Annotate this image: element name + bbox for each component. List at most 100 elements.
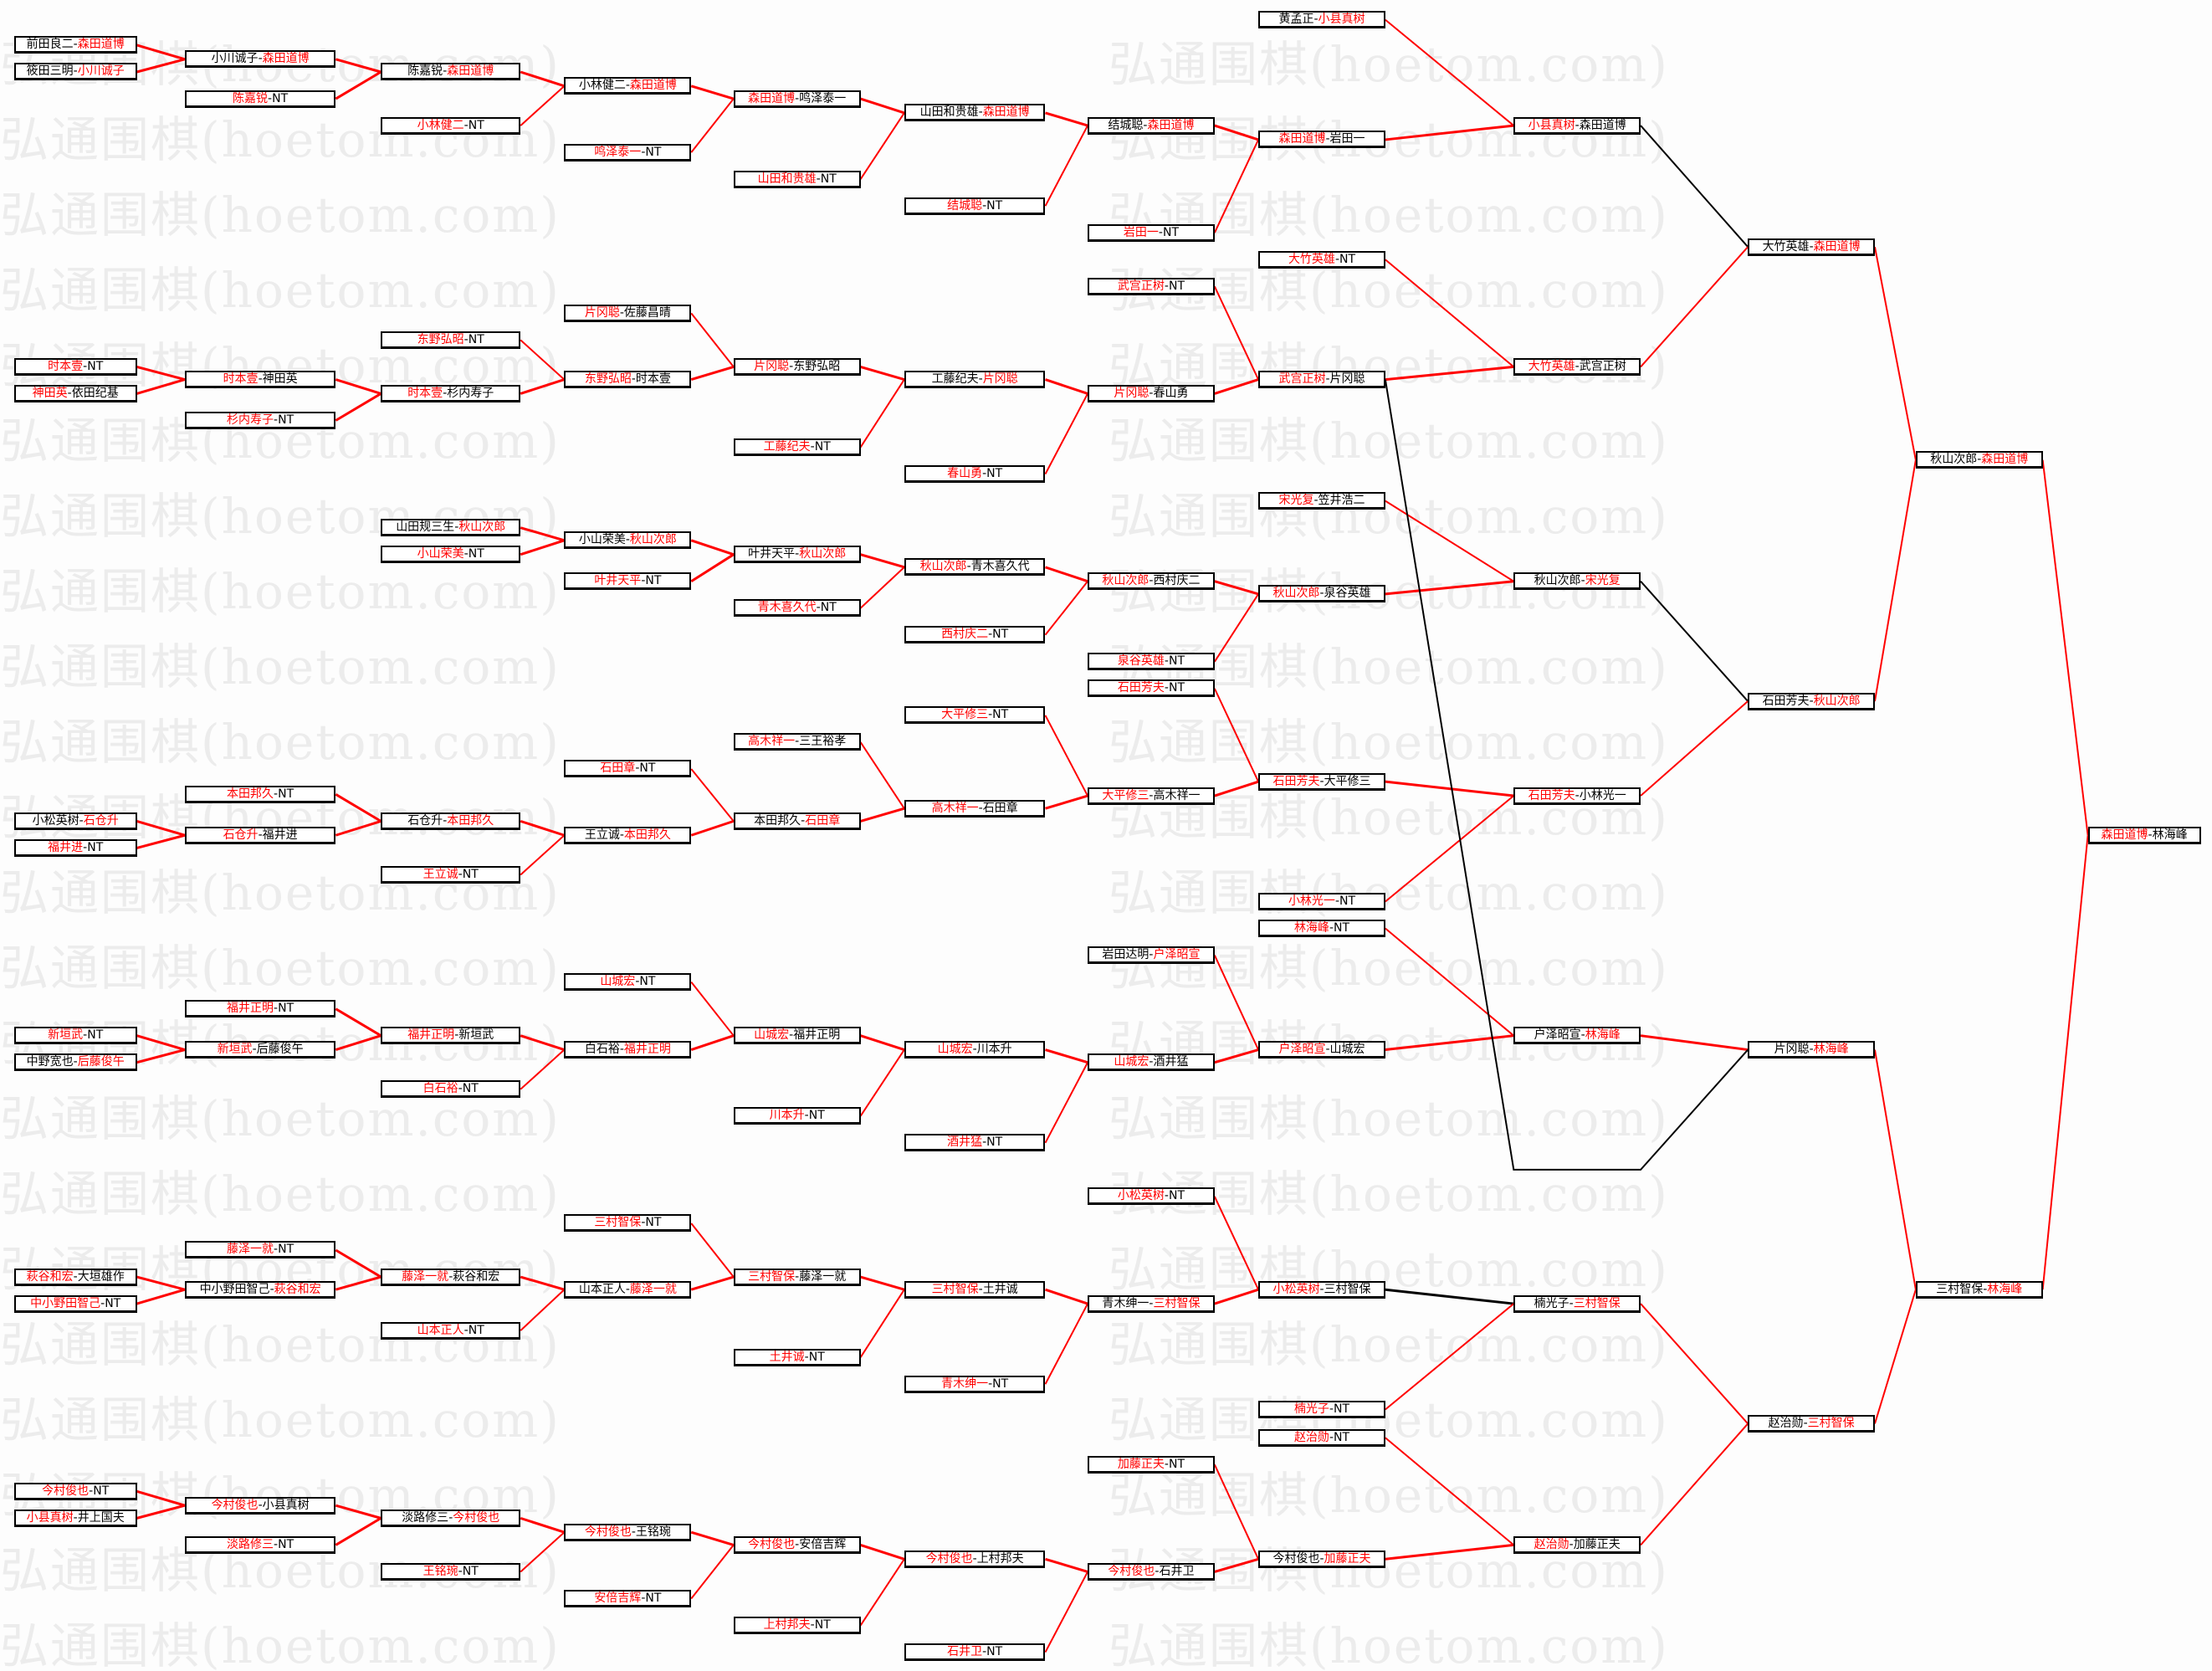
- player-right: 高木祥一: [1153, 788, 1201, 802]
- player-left: 大平修三: [1102, 788, 1150, 802]
- player-left: 时本壹: [48, 359, 84, 373]
- match-box: 前田良二 - 森田道博: [13, 36, 137, 54]
- bracket-connector: [136, 378, 186, 395]
- match-box: 本田邦久 - 石田章: [733, 812, 861, 830]
- separator: -: [1329, 1402, 1334, 1417]
- player-right: NT: [992, 628, 1009, 642]
- player-right: 森田道博: [1147, 118, 1195, 132]
- separator: -: [274, 787, 279, 801]
- bracket-connector: [860, 1543, 905, 1561]
- player-right: NT: [1162, 225, 1179, 239]
- match-box: 片冈聪 - 林海峰: [1748, 1041, 1875, 1059]
- player-left: 中小野田智己: [30, 1296, 101, 1310]
- match-box: 石仓升 - 本田邦久: [381, 812, 521, 830]
- match-box: 山田和贵雄 - 森田道博: [904, 104, 1046, 122]
- separator: -: [458, 867, 463, 881]
- bracket-connector: [690, 1034, 735, 1051]
- player-right: NT: [278, 1002, 294, 1016]
- match-box: 小林健二 - 森田道博: [564, 77, 692, 95]
- match-box: 今村俊也 - 王铭琬: [564, 1523, 692, 1541]
- match-box: 黄孟正 - 小县真树: [1258, 11, 1385, 29]
- bracket-connector: [1213, 955, 1260, 1050]
- player-left: 石仓升: [407, 813, 443, 828]
- player-right: 山城宏: [1329, 1043, 1365, 1057]
- separator: -: [1334, 252, 1339, 266]
- player-left: 安倍吉辉: [594, 1591, 642, 1605]
- match-box: 林海峰 - NT: [1258, 920, 1385, 938]
- match-box: 山田规三生 - 秋山次郎: [381, 519, 521, 537]
- match-box: 王立诚 - NT: [381, 865, 521, 884]
- match-box: 大竹英雄 - 森田道博: [1748, 238, 1875, 256]
- match-box: 石井卫 - NT: [904, 1643, 1046, 1662]
- player-right: NT: [808, 1109, 825, 1123]
- separator: -: [982, 1135, 987, 1150]
- match-box: 福井正明 - 新垣武: [381, 1027, 521, 1045]
- player-right: NT: [639, 975, 656, 989]
- player-right: NT: [462, 867, 479, 881]
- bracket-connector: [1385, 124, 1514, 141]
- match-box: 片冈聪 - 东野弘昭: [733, 357, 861, 376]
- player-left: 白石裕: [422, 1082, 458, 1096]
- separator: -: [1164, 279, 1169, 293]
- player-right: NT: [272, 91, 289, 105]
- bracket-connector: [520, 834, 566, 876]
- bracket-connector: [1214, 378, 1259, 395]
- bracket-connector: [136, 819, 186, 837]
- separator: -: [1334, 894, 1339, 908]
- player-right: 秋山次郎: [458, 520, 506, 535]
- player-right: NT: [645, 574, 662, 588]
- separator: -: [458, 1564, 463, 1578]
- player-right: 石仓升: [83, 813, 119, 828]
- bracket-connector: [520, 70, 565, 88]
- match-box: 大平修三 - 高木祥一: [1088, 787, 1215, 805]
- match-box: 淡路修三 - NT: [184, 1535, 336, 1554]
- player-right: 户泽昭宣: [1153, 948, 1201, 962]
- player-left: 户泽昭宣: [1534, 1028, 1581, 1043]
- player-left: 今村俊也: [211, 1498, 259, 1512]
- separator: -: [1977, 453, 1982, 467]
- match-box: 福井进 - NT: [13, 838, 137, 857]
- player-left: 小林健二: [417, 118, 464, 132]
- player-left: 岩田一: [1123, 225, 1159, 239]
- player-right: 石井卫: [1159, 1564, 1195, 1578]
- player-right: 森田道博: [262, 52, 310, 66]
- player-left: 春山勇: [947, 467, 983, 481]
- player-right: NT: [468, 332, 484, 346]
- bracket-connector: [520, 85, 566, 126]
- separator: -: [1983, 1282, 1988, 1296]
- player-left: 石田芳夫: [1762, 694, 1810, 708]
- player-left: 小川诚子: [211, 52, 259, 66]
- separator: -: [1809, 694, 1814, 708]
- player-left: 片冈聪: [1774, 1043, 1810, 1057]
- match-box: 武宫正树 - 片冈聪: [1258, 371, 1385, 389]
- match-box: 萩谷和宏 - 大垣雄作: [13, 1268, 137, 1286]
- match-box: 今村俊也 - 石井卫: [1088, 1562, 1215, 1581]
- player-right: NT: [820, 601, 837, 615]
- separator: -: [619, 1043, 624, 1057]
- separator: -: [816, 172, 821, 186]
- player-left: 赵治勋: [1293, 1430, 1329, 1444]
- player-right: NT: [820, 172, 837, 186]
- bracket-connector: [1044, 1571, 1088, 1653]
- match-box: 三村智保 - 林海峰: [1915, 1280, 2043, 1299]
- bracket-connector: [1385, 795, 1514, 903]
- bracket-connector: [1874, 459, 1917, 702]
- player-left: 赵治勋: [1768, 1416, 1804, 1430]
- match-box: 王立诚 - 本田邦久: [564, 826, 692, 844]
- bracket-connector: [136, 1034, 186, 1051]
- match-box: 小松英树 - 石仓升: [13, 812, 137, 830]
- player-right: 上村邦夫: [976, 1551, 1024, 1566]
- player-left: 山本正人: [578, 1282, 626, 1296]
- player-left: 前田良二: [26, 38, 74, 52]
- match-box: 楠光子 - NT: [1258, 1401, 1385, 1419]
- bracket-connector: [136, 1288, 186, 1305]
- player-left: 小林光一: [1288, 894, 1335, 908]
- separator: -: [978, 372, 983, 387]
- bracket-connector: [520, 378, 565, 395]
- bracket-connector: [1214, 124, 1259, 141]
- player-left: 宋光复: [1278, 494, 1314, 508]
- player-left: 西村庆二: [941, 628, 989, 642]
- bracket-connector: [1045, 111, 1088, 127]
- bracket-connector: [1384, 379, 1749, 1171]
- separator: -: [448, 1269, 453, 1284]
